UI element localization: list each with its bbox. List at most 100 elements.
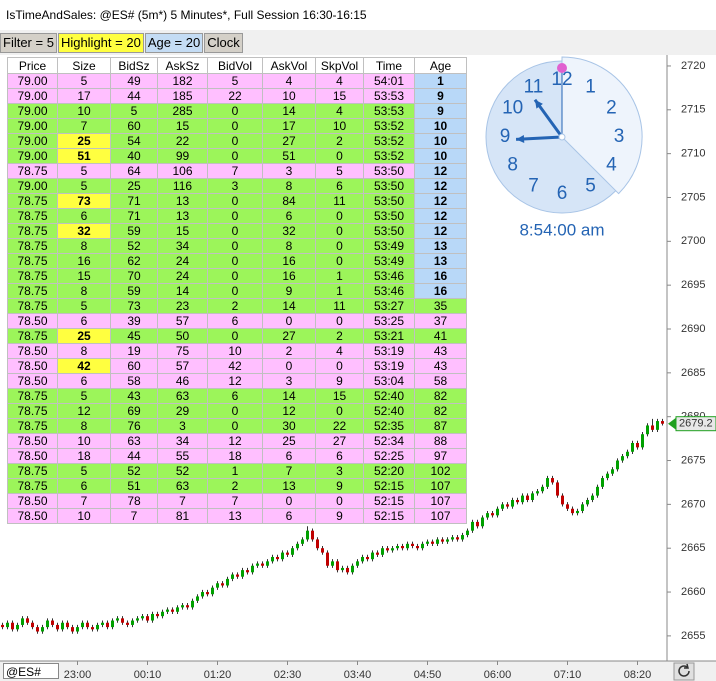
- toolbar-button[interactable]: Filter = 5: [0, 33, 57, 53]
- cell: 88: [414, 433, 467, 449]
- trade-row: 78.75 6 51 63 2 13 9 52:15 107: [7, 478, 467, 494]
- cell: 14: [262, 388, 316, 404]
- trade-row: 78.50 7 78 7 7 0 0 52:15 107: [7, 493, 467, 509]
- cell: 57: [157, 313, 208, 329]
- cell: 6: [57, 373, 111, 389]
- cell: 107: [414, 493, 467, 509]
- candle-body: [111, 620, 114, 628]
- cell: 78.75: [7, 208, 58, 224]
- candle-body: [621, 456, 624, 461]
- symbol-dropdown[interactable]: @ES#: [3, 663, 59, 679]
- candle-body: [361, 556, 364, 562]
- cell: 79.00: [7, 178, 58, 194]
- cell: 25: [262, 433, 316, 449]
- trade-row: 79.00 7 60 15 0 17 10 53:52 10: [7, 118, 467, 134]
- cell: 15: [157, 223, 208, 239]
- x-tick-label: 02:30: [274, 669, 302, 681]
- cell: 4: [315, 103, 364, 119]
- toolbar-button[interactable]: Age = 20: [144, 33, 204, 53]
- cell: 59: [110, 283, 158, 299]
- cell: 8: [57, 238, 111, 254]
- cell: 116: [157, 178, 208, 194]
- candle-body: [236, 574, 239, 577]
- cell: 12: [414, 163, 467, 179]
- cell: 24: [157, 268, 208, 284]
- cell: 54: [110, 133, 158, 149]
- cell: 107: [414, 508, 467, 524]
- cell: 78.75: [7, 478, 58, 494]
- cell: 53:52: [363, 148, 415, 164]
- cell: 43: [110, 388, 158, 404]
- cell: 7: [157, 493, 208, 509]
- candle-body: [101, 622, 104, 625]
- trade-row: 79.00 51 40 99 0 51 0 53:52 10: [7, 148, 467, 164]
- candle-body: [411, 543, 414, 547]
- cell: 78.50: [7, 448, 58, 464]
- cell: 27: [315, 433, 364, 449]
- cell: 0: [207, 118, 263, 134]
- column-header: BidSz: [110, 57, 158, 74]
- y-tick-label: 2710: [681, 148, 705, 160]
- candle-body: [31, 622, 34, 628]
- cell: 0: [315, 223, 364, 239]
- cell: 6: [207, 388, 263, 404]
- candle-body: [521, 495, 524, 503]
- x-tick-label: 03:40: [344, 669, 372, 681]
- cell: 37: [414, 313, 467, 329]
- cell: 12: [414, 223, 467, 239]
- candle-body: [556, 482, 559, 496]
- cell: 6: [315, 178, 364, 194]
- cell: 5: [315, 163, 364, 179]
- y-tick-label: 2655: [681, 630, 705, 642]
- cell: 42: [207, 358, 263, 374]
- cell: 0: [207, 148, 263, 164]
- candle-body: [26, 618, 29, 623]
- x-tick-label: 04:50: [414, 669, 442, 681]
- candle-body: [606, 473, 609, 479]
- cell: 0: [262, 493, 316, 509]
- candle-body: [536, 491, 539, 494]
- cell: 15: [157, 118, 208, 134]
- candle-body: [61, 622, 64, 630]
- candle-body: [6, 622, 9, 628]
- last-price-arrow: [668, 417, 676, 430]
- cell: 16: [414, 268, 467, 284]
- candle-body: [91, 627, 94, 630]
- cell: 13: [207, 508, 263, 524]
- candle-body: [591, 495, 594, 500]
- trade-row: 78.75 15 70 24 0 16 1 53:46 16: [7, 268, 467, 284]
- trade-row: 78.75 8 76 3 0 30 22 52:35 87: [7, 418, 467, 434]
- candle-body: [71, 627, 74, 632]
- refresh-button[interactable]: [673, 662, 695, 681]
- cell: 18: [207, 448, 263, 464]
- candle-body: [656, 421, 659, 430]
- toolbar-button[interactable]: Highlight = 20: [57, 33, 144, 53]
- cell: 10: [57, 433, 111, 449]
- column-header: BidVol: [207, 57, 263, 74]
- cell: 6: [315, 448, 364, 464]
- cell: 97: [414, 448, 467, 464]
- cell: 53:46: [363, 283, 415, 299]
- cell: 6: [262, 448, 316, 464]
- trade-row: 78.75 5 52 52 1 7 3 52:20 102: [7, 463, 467, 479]
- trade-row: 78.50 10 7 81 13 6 9 52:15 107: [7, 508, 467, 524]
- toolbar-button[interactable]: Clock: [204, 33, 243, 53]
- cell: 5: [57, 178, 111, 194]
- y-tick-label: 2670: [681, 498, 705, 510]
- cell: 6: [57, 208, 111, 224]
- candle-body: [326, 552, 329, 566]
- cell: 22: [207, 88, 263, 104]
- candle-body: [311, 530, 314, 540]
- cell: 34: [157, 238, 208, 254]
- cell: 3: [207, 178, 263, 194]
- cell: 182: [157, 73, 208, 89]
- candle-body: [436, 539, 439, 544]
- cell: 44: [110, 88, 158, 104]
- candle-body: [156, 613, 159, 617]
- cell: 13: [414, 238, 467, 254]
- cell: 63: [157, 478, 208, 494]
- candle-body: [406, 543, 409, 549]
- cell: 10: [207, 343, 263, 359]
- candle-body: [391, 548, 394, 551]
- cell: 16: [262, 268, 316, 284]
